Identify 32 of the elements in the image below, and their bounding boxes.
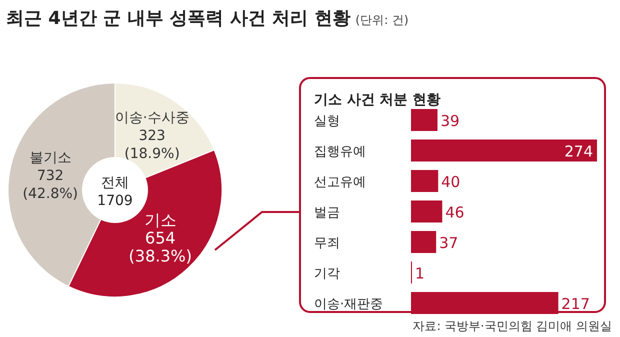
slice-label: 이송·수사중 xyxy=(114,110,190,126)
data-label: 323 (18.9%) xyxy=(124,128,180,162)
bar xyxy=(411,109,438,131)
text: 전체 xyxy=(101,175,129,191)
bar xyxy=(411,292,558,314)
bar xyxy=(411,140,597,162)
y-tick-label: 기각 xyxy=(314,266,340,282)
data-label: 37 xyxy=(439,234,458,252)
data-label: 39 xyxy=(440,112,460,130)
data-label: 654 (38.3%) xyxy=(128,228,192,266)
data-label: 46 xyxy=(445,204,464,222)
data-label: 40 xyxy=(441,173,460,191)
data-label: 732 (42.8%) xyxy=(22,168,78,202)
text: (단위: 건) xyxy=(355,13,409,27)
bar xyxy=(411,170,438,192)
chart-title: 최근 4년간 군 내부 성폭력 사건 처리 현황 xyxy=(6,8,350,29)
chart-title: 기소 사건 처분 현황 xyxy=(314,92,441,108)
y-tick-label: 실형 xyxy=(314,114,340,129)
y-tick-label: 이송·재판중 xyxy=(314,297,384,312)
slice-label: 불기소 xyxy=(29,150,72,166)
bar xyxy=(411,200,442,222)
y-tick-label: 선고유예 xyxy=(314,175,366,190)
text: 1709 xyxy=(97,193,133,209)
slice-label: 기소 xyxy=(144,210,176,230)
data-label: 274 xyxy=(564,142,593,160)
y-tick-label: 집행유예 xyxy=(314,144,366,160)
data-label: 1 xyxy=(415,264,425,282)
y-tick-label: 벌금 xyxy=(314,206,340,220)
bar xyxy=(411,231,436,253)
y-tick-label: 무죄 xyxy=(314,236,340,251)
data-label: 217 xyxy=(561,295,590,313)
annotation: 자료: 국방부·국민의힘 김미애 의원실 xyxy=(412,319,612,333)
